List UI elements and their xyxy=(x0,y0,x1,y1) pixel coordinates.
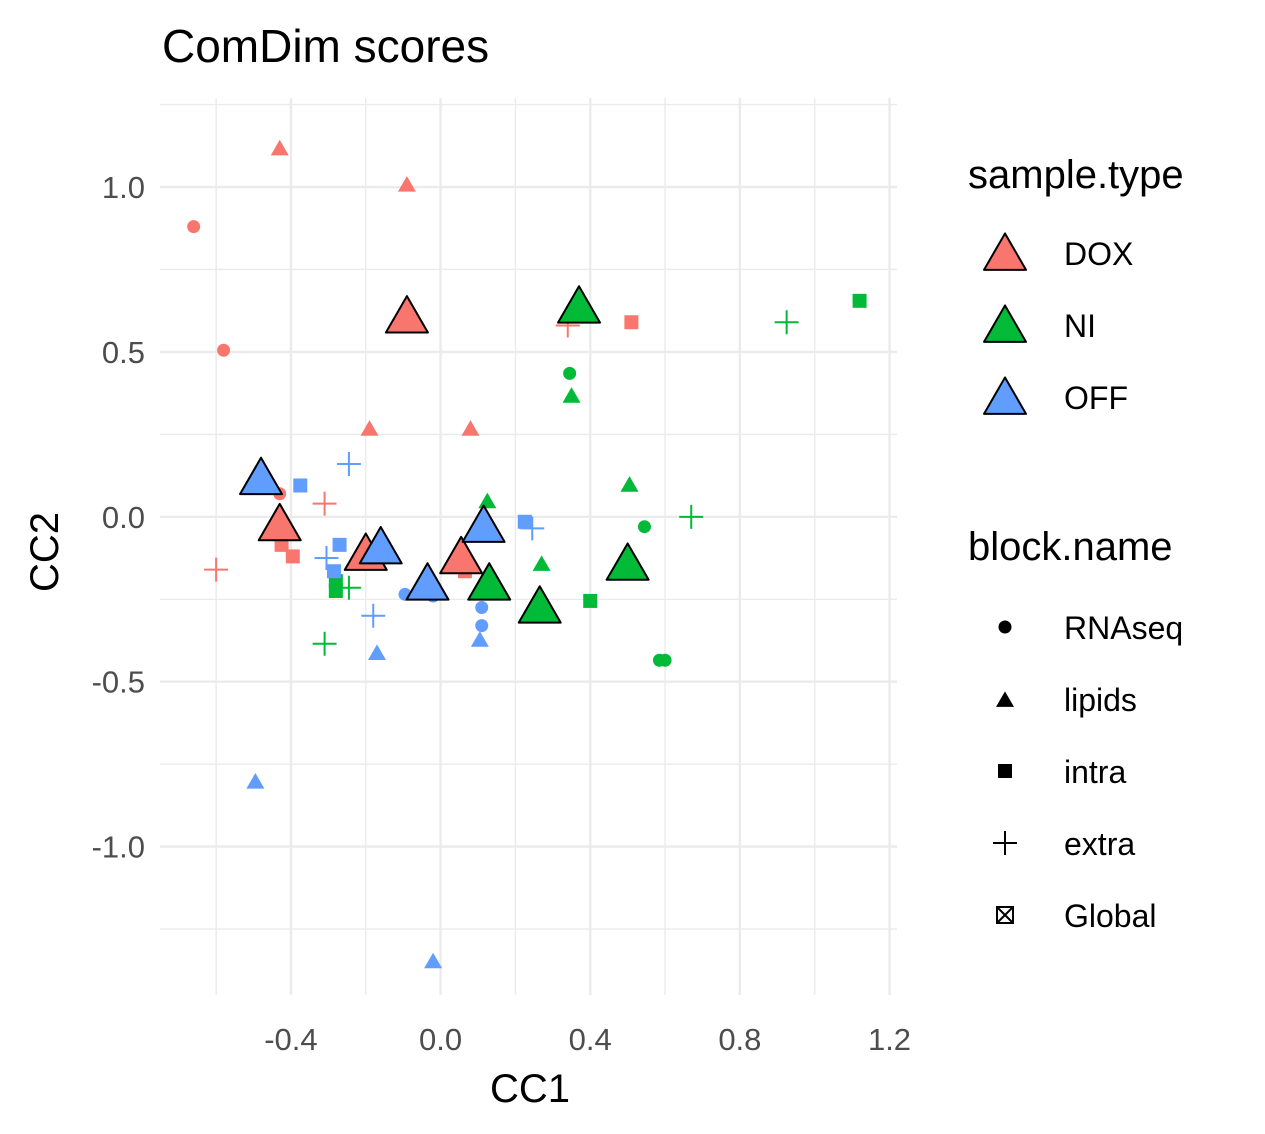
data-point-dox-intra xyxy=(624,315,639,330)
legend-key-intra xyxy=(998,764,1012,778)
data-point-ni-extra xyxy=(312,631,337,656)
global-point-dox xyxy=(257,502,302,542)
data-point-off-extra xyxy=(520,516,545,541)
global-point-off xyxy=(358,525,403,565)
y-tick-label: 0.0 xyxy=(102,500,145,535)
global-point-ni xyxy=(557,285,602,324)
y-axis-title: CC2 xyxy=(23,512,67,592)
data-point-off-extra xyxy=(361,603,386,628)
data-point-ni-rnaseq xyxy=(658,653,672,667)
legend-label-off: OFF xyxy=(1064,380,1128,416)
data-point-dox-intra xyxy=(285,549,300,564)
data-point-off-rnaseq xyxy=(475,619,489,633)
data-point-ni-extra xyxy=(336,575,361,600)
data-point-dox-lipids xyxy=(461,420,480,436)
data-point-ni-lipids xyxy=(562,387,581,403)
data-point-ni-rnaseq xyxy=(637,520,651,534)
global-point-off xyxy=(405,562,450,601)
legend-key-off xyxy=(983,376,1027,415)
legend-key-rnaseq xyxy=(998,620,1012,634)
legend-title-block-name: block.name xyxy=(968,525,1173,569)
legend-key-lipids xyxy=(996,691,1014,707)
data-point-dox-rnaseq xyxy=(217,343,231,357)
data-point-dox-lipids xyxy=(397,176,416,192)
global-point-ni xyxy=(467,562,512,601)
global-point-off xyxy=(239,456,284,496)
legend-label-lipids: lipids xyxy=(1064,682,1137,718)
data-point-off-extra xyxy=(314,546,339,571)
data-point-off-lipids xyxy=(246,772,265,789)
data-point-dox-intra xyxy=(274,537,289,552)
data-point-dox-extra xyxy=(312,491,337,516)
legend-key-global xyxy=(996,906,1014,924)
legend-sample-type: sample.type DOX NI OFF xyxy=(968,153,1184,416)
legend-label-intra: intra xyxy=(1064,754,1126,790)
x-tick-label: 1.2 xyxy=(868,1022,911,1057)
legend-key-dox xyxy=(983,232,1027,271)
legend-label-dox: DOX xyxy=(1064,236,1133,272)
data-point-off-rnaseq xyxy=(475,601,489,615)
data-point-off-intra xyxy=(326,564,341,579)
data-point-ni-rnaseq xyxy=(563,366,577,380)
y-tick-label: -1.0 xyxy=(92,830,145,865)
global-point-ni xyxy=(605,542,650,581)
data-point-dox-lipids xyxy=(360,420,379,436)
y-tick-label: 1.0 xyxy=(102,170,145,205)
global-point-ni xyxy=(517,585,562,624)
global-point-off xyxy=(461,504,506,543)
global-point-dox xyxy=(439,535,484,575)
y-axis-ticks: 1.0 0.5 0.0 -0.5 -1.0 xyxy=(92,170,145,865)
legend-key-extra xyxy=(993,831,1017,855)
data-point-ni-lipids xyxy=(620,476,639,492)
data-point-ni-lipids xyxy=(478,492,497,509)
data-point-off-extra xyxy=(336,452,361,477)
data-point-off-intra xyxy=(293,478,308,493)
data-point-dox-extra xyxy=(204,557,229,582)
x-tick-label: 0.4 xyxy=(569,1022,612,1057)
data-point-ni-intra xyxy=(583,593,598,608)
data-point-ni-lipids xyxy=(532,555,551,571)
x-tick-label: 0.0 xyxy=(419,1022,462,1057)
data-point-ni-intra xyxy=(852,293,867,308)
legend-title-sample-type: sample.type xyxy=(968,153,1184,197)
data-point-ni-intra xyxy=(328,584,343,599)
legend-key-ni xyxy=(983,304,1027,343)
legend-label-ni: NI xyxy=(1064,308,1096,344)
global-point-dox xyxy=(384,295,429,334)
data-point-off-intra xyxy=(517,514,532,529)
x-axis-title: CC1 xyxy=(490,1067,570,1111)
legend-label-global: Global xyxy=(1064,898,1157,934)
grid-layer xyxy=(160,98,897,995)
data-point-dox-lipids xyxy=(270,139,289,156)
chart-title: ComDim scores xyxy=(162,20,489,72)
legend-label-rnaseq: RNAseq xyxy=(1064,610,1183,646)
data-point-ni-extra xyxy=(774,310,799,335)
points-layer xyxy=(187,139,867,969)
legend-block-name: block.name RNAseq lipids intra extra Global xyxy=(968,525,1183,934)
x-tick-label: -0.4 xyxy=(264,1022,317,1057)
x-tick-label: 0.8 xyxy=(718,1022,761,1057)
data-point-ni-extra xyxy=(679,504,704,529)
y-tick-label: 0.5 xyxy=(102,335,145,370)
global-points-layer xyxy=(239,285,650,624)
x-axis-ticks: -0.4 0.0 0.4 0.8 1.2 xyxy=(264,1022,911,1057)
legend-label-extra: extra xyxy=(1064,826,1135,862)
data-point-dox-rnaseq xyxy=(187,220,201,234)
data-point-off-lipids xyxy=(367,644,386,660)
data-point-off-lipids xyxy=(424,952,443,969)
data-point-off-lipids xyxy=(470,631,489,647)
y-tick-label: -0.5 xyxy=(92,665,145,700)
data-point-off-intra xyxy=(332,537,347,552)
